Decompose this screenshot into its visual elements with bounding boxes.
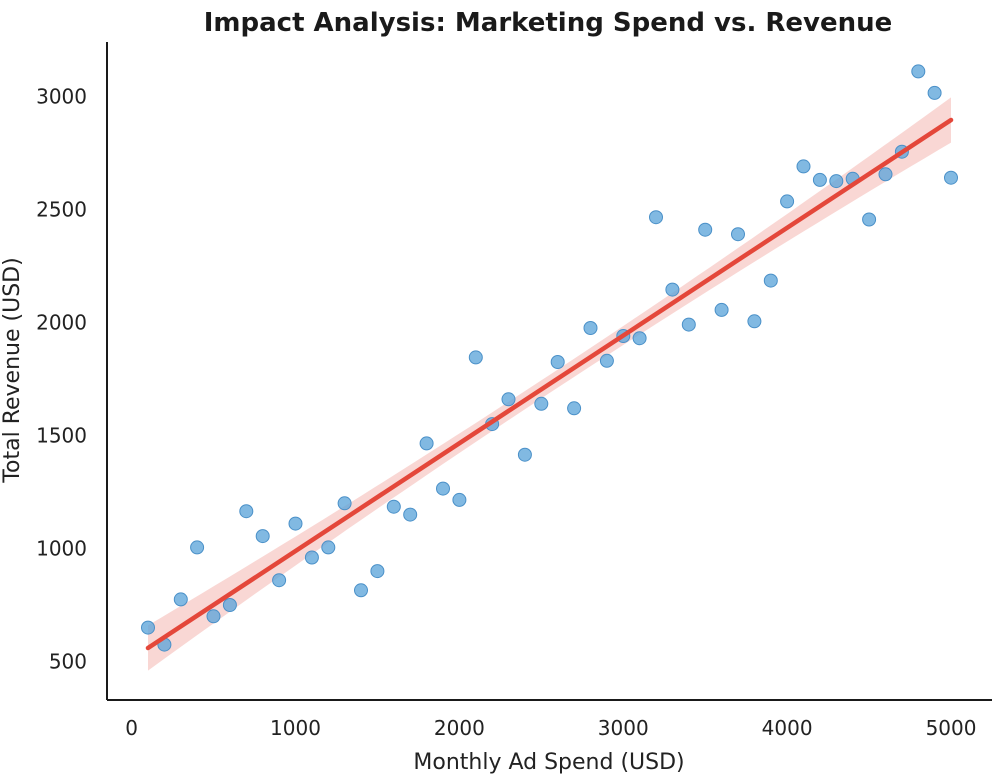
data-point xyxy=(517,447,532,462)
data-point xyxy=(829,174,844,189)
plot-area xyxy=(141,64,958,671)
data-point xyxy=(403,507,418,522)
data-point xyxy=(681,317,696,332)
data-point xyxy=(747,314,762,329)
data-point xyxy=(239,504,254,519)
data-point xyxy=(173,592,188,607)
data-point xyxy=(731,227,745,242)
y-tick-label: 1000 xyxy=(36,537,87,561)
data-point xyxy=(255,529,270,544)
data-point xyxy=(206,609,221,624)
data-point xyxy=(944,170,958,185)
data-point xyxy=(812,172,827,187)
y-tick-label: 2000 xyxy=(36,310,87,334)
y-tick-label: 3000 xyxy=(36,84,87,108)
data-point xyxy=(714,302,729,317)
data-point xyxy=(583,321,598,335)
x-tick-label: 0 xyxy=(125,716,138,740)
data-point xyxy=(599,353,614,368)
x-tick-label: 3000 xyxy=(598,716,649,740)
data-point xyxy=(665,282,680,297)
data-point xyxy=(911,64,926,79)
y-axis-label: Total Revenue (USD) xyxy=(0,257,25,483)
data-point xyxy=(649,210,663,225)
data-point xyxy=(354,583,368,598)
axis-ticks: 0 1000 2000 3000 4000 5000 500 1000 1500 2000 2500… xyxy=(36,84,976,740)
y-tick-label: 1500 xyxy=(36,423,87,447)
data-point xyxy=(337,496,352,511)
data-point xyxy=(550,355,565,369)
x-tick-label: 1000 xyxy=(270,716,321,740)
data-point xyxy=(190,540,205,555)
data-point xyxy=(272,573,287,588)
data-point xyxy=(501,392,516,407)
data-point xyxy=(796,159,811,174)
data-point xyxy=(386,499,401,514)
x-tick-label: 2000 xyxy=(434,716,485,740)
x-tick-label: 4000 xyxy=(762,716,813,740)
data-point xyxy=(321,540,336,555)
data-point xyxy=(763,273,778,288)
regression-line xyxy=(145,117,954,651)
data-point xyxy=(304,550,319,565)
x-tick-label: 5000 xyxy=(926,716,977,740)
data-point xyxy=(862,212,877,227)
data-point xyxy=(288,516,303,531)
data-point xyxy=(419,436,434,451)
data-point xyxy=(534,396,549,411)
data-point xyxy=(222,598,237,612)
data-point xyxy=(927,85,942,100)
data-point xyxy=(698,222,713,237)
y-tick-label: 2500 xyxy=(36,197,87,221)
data-point xyxy=(632,331,647,346)
data-point xyxy=(141,620,155,635)
x-axis-label: Monthly Ad Spend (USD) xyxy=(413,750,684,775)
y-tick-label: 500 xyxy=(49,650,87,674)
data-point xyxy=(468,350,483,365)
data-point xyxy=(436,481,450,496)
chart-title: Impact Analysis: Marketing Spend vs. Rev… xyxy=(204,8,893,38)
data-point xyxy=(567,401,582,416)
data-point xyxy=(452,492,467,507)
data-point xyxy=(780,194,795,209)
data-point xyxy=(878,167,893,182)
data-point xyxy=(370,564,385,579)
